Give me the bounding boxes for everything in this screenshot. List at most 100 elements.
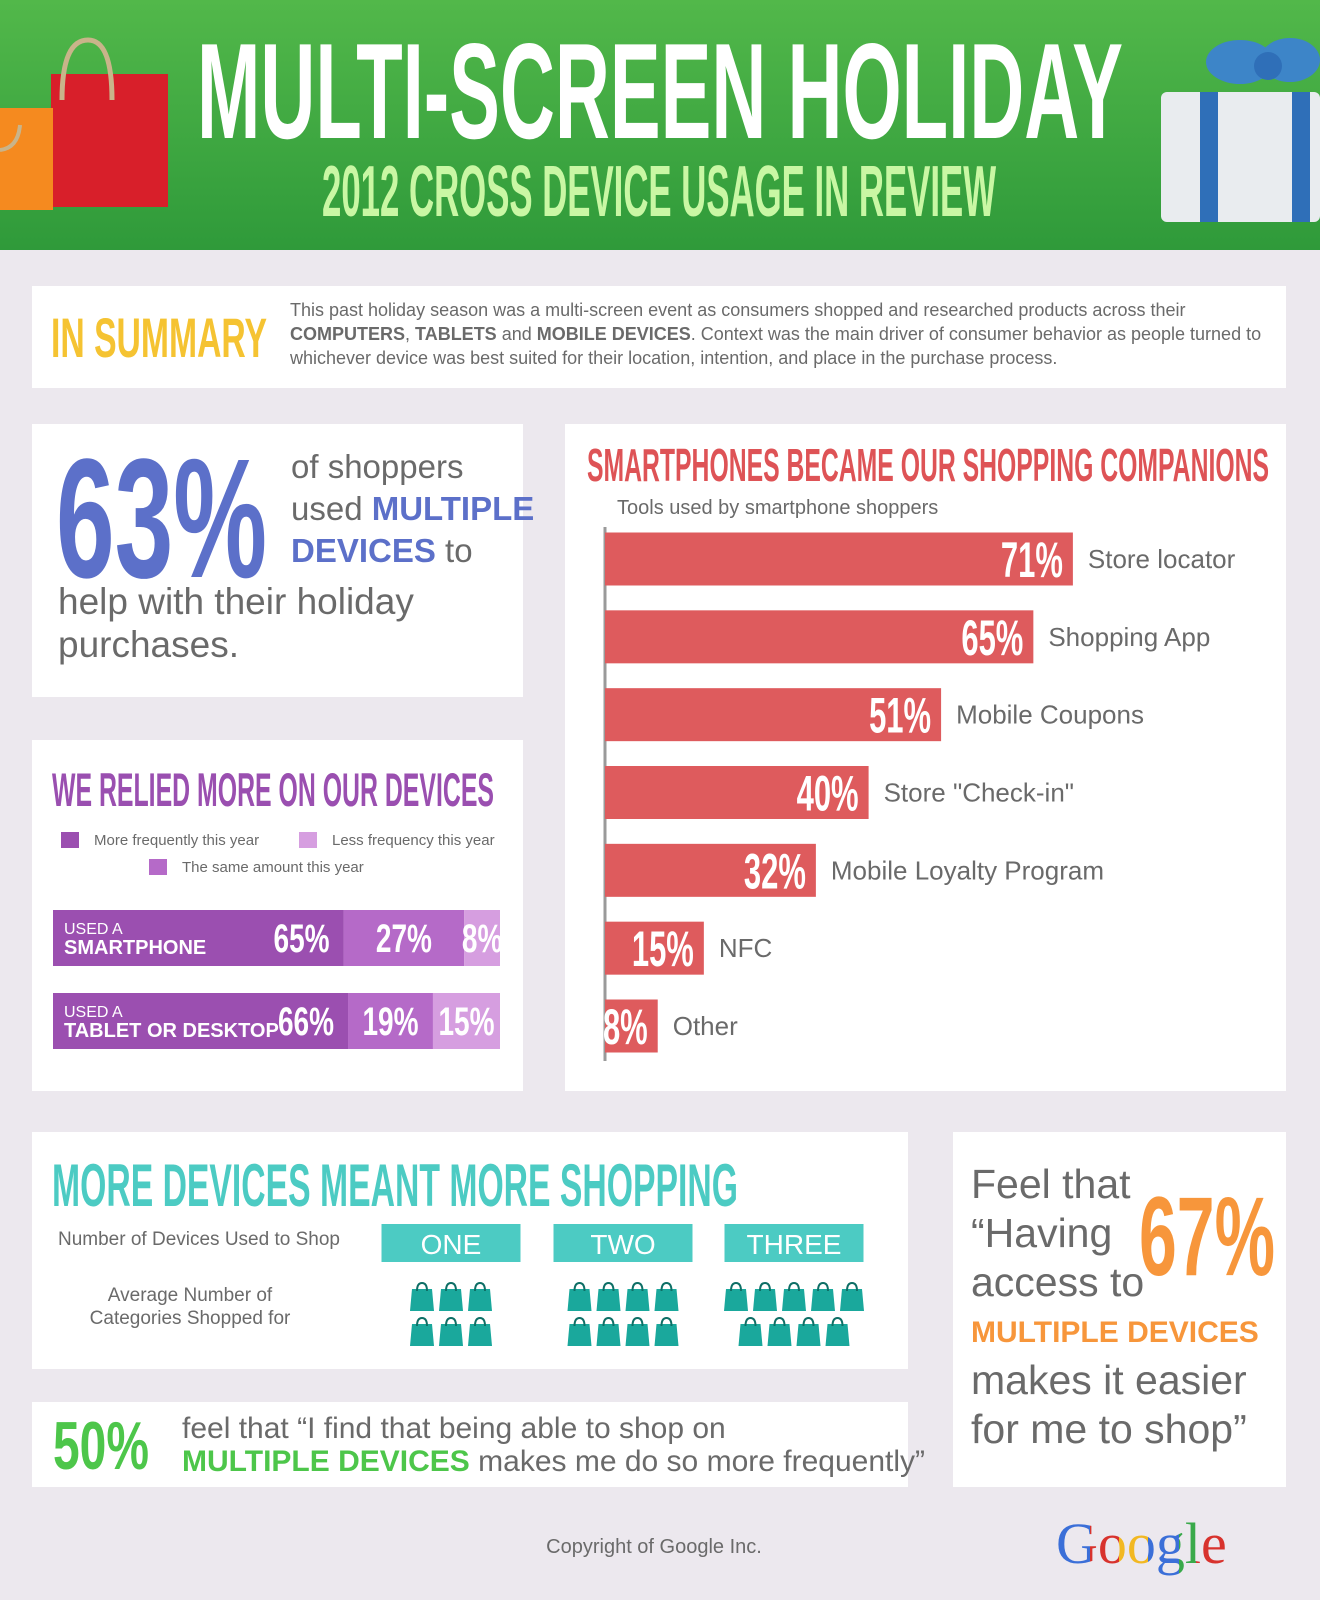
bag-icon bbox=[724, 1289, 748, 1311]
text-part: feel that “I find that being able to sho… bbox=[182, 1412, 726, 1445]
bag-handle bbox=[445, 1281, 457, 1292]
google-logo: Google bbox=[1056, 1511, 1227, 1576]
text-emphasis: MOBILE DEVICES bbox=[536, 324, 691, 344]
bag-handle bbox=[831, 1316, 844, 1327]
bag-handle bbox=[573, 1281, 586, 1292]
bar-segment bbox=[348, 993, 433, 1049]
ease-panel bbox=[953, 1132, 1286, 1487]
bag-handle bbox=[416, 1316, 428, 1327]
legend-swatch bbox=[149, 859, 167, 875]
bag-handle bbox=[59, 37, 115, 101]
bag-icon bbox=[767, 1324, 792, 1346]
bag-handle bbox=[474, 1281, 486, 1292]
bag-handle bbox=[631, 1316, 644, 1327]
bag-handle bbox=[660, 1316, 673, 1327]
text-emphasis: COMPUTERS bbox=[290, 324, 406, 344]
bag-icon bbox=[468, 1324, 492, 1346]
segment-value-label: 66% bbox=[278, 1000, 334, 1044]
orange-bag bbox=[0, 108, 53, 210]
gift-ribbon bbox=[1292, 92, 1310, 222]
category-label: THREE bbox=[747, 1229, 842, 1260]
bag-icon bbox=[654, 1324, 679, 1346]
bar-segment bbox=[53, 910, 344, 966]
bar-segment bbox=[464, 910, 500, 966]
ease-text: Feel that “Having access to bbox=[971, 1161, 1145, 1305]
bar bbox=[605, 766, 869, 819]
chart-subtitle: Tools used by smartphone shoppers bbox=[617, 497, 938, 519]
shopping-bags bbox=[0, 37, 168, 210]
bag-icon bbox=[738, 1324, 763, 1346]
bag-icon bbox=[439, 1289, 463, 1311]
bar-value-label: 8% bbox=[603, 998, 648, 1054]
pictogram-group bbox=[410, 1281, 492, 1346]
bag-handle bbox=[573, 1316, 586, 1327]
bag-icon bbox=[625, 1289, 650, 1311]
text-emphasis: DEVICES bbox=[291, 532, 436, 569]
gift-ribbon bbox=[1200, 92, 1218, 222]
bar-segment bbox=[343, 910, 465, 966]
category-label: USED A bbox=[64, 1004, 123, 1021]
stat-panel bbox=[32, 424, 523, 697]
bag-icon bbox=[654, 1289, 679, 1311]
category-label: TABLET OR DESKTOP bbox=[64, 1020, 279, 1042]
segment-value-label: 27% bbox=[376, 917, 432, 961]
stat-value: 67% bbox=[1139, 1174, 1275, 1299]
bag-handle bbox=[846, 1281, 858, 1292]
bag-icon bbox=[439, 1324, 463, 1346]
frequency-panel bbox=[32, 1402, 908, 1487]
text-part: used bbox=[291, 490, 372, 527]
bag-handle bbox=[744, 1316, 757, 1327]
y-axis-label: Average Number of Categories Shopped for bbox=[89, 1285, 291, 1329]
bar bbox=[605, 532, 1073, 586]
chart-title: SMARTPHONES BECAME OUR SHOPPING COMPANIO… bbox=[587, 439, 1269, 491]
bag-handle bbox=[0, 124, 22, 152]
bar-value-label: 65% bbox=[961, 609, 1023, 665]
text-part: and bbox=[496, 324, 537, 344]
pictogram-group bbox=[724, 1281, 864, 1346]
bag-icon bbox=[840, 1289, 864, 1311]
category-label: TWO bbox=[590, 1229, 655, 1260]
bar bbox=[605, 610, 1034, 664]
text-part: to bbox=[435, 532, 473, 569]
main-title: MULTI-SCREEN HOLIDAY bbox=[197, 15, 1123, 167]
category-label: USED A bbox=[64, 921, 123, 938]
bag-handle bbox=[773, 1316, 786, 1327]
bar-segment bbox=[53, 993, 349, 1049]
bag-icon bbox=[410, 1324, 434, 1346]
bar bbox=[605, 999, 658, 1053]
chart-title: WE RELIED MORE ON OUR DEVICES bbox=[52, 763, 494, 816]
bag-handle bbox=[817, 1281, 829, 1292]
bag-handle bbox=[602, 1316, 615, 1327]
ease-text: makes it easier for me to shop” bbox=[971, 1357, 1247, 1452]
bag-icon bbox=[567, 1289, 592, 1311]
bag-icon bbox=[753, 1289, 777, 1311]
category-label: Shopping App bbox=[1048, 622, 1210, 652]
segment-value-label: 8% bbox=[462, 917, 502, 961]
category-label: Mobile Coupons bbox=[956, 700, 1144, 730]
bar bbox=[605, 843, 816, 897]
bag-icon bbox=[567, 1324, 592, 1346]
smartphone-panel bbox=[565, 424, 1286, 1091]
text-part: of shoppers bbox=[291, 448, 464, 485]
category-label: Other bbox=[673, 1011, 738, 1041]
text-emphasis: MULTIPLE bbox=[371, 490, 535, 527]
summary-heading: IN SUMMARY bbox=[51, 306, 267, 369]
frequency-text: feel that “I find that being able to sho… bbox=[182, 1412, 925, 1478]
bag-handle bbox=[730, 1281, 742, 1292]
legend-label: The same amount this year bbox=[182, 859, 364, 876]
bar bbox=[605, 921, 704, 975]
bag-handle bbox=[759, 1281, 771, 1292]
bar-value-label: 32% bbox=[744, 843, 806, 899]
legend-label: More frequently this year bbox=[94, 832, 259, 849]
bag-icon bbox=[782, 1289, 806, 1311]
bag-icon bbox=[625, 1324, 650, 1346]
category-label: SMARTPHONE bbox=[64, 937, 206, 959]
bag-icon bbox=[596, 1289, 621, 1311]
gift-knot bbox=[1254, 52, 1282, 80]
pictogram-group bbox=[567, 1281, 679, 1346]
stat-value: 63% bbox=[56, 424, 267, 614]
segment-value-label: 19% bbox=[362, 1000, 418, 1044]
